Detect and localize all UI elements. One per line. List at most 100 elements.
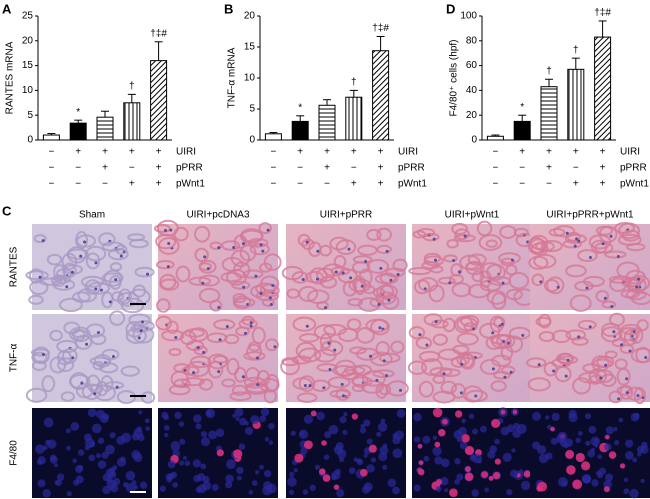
tubule [155, 233, 177, 250]
nucleus [370, 457, 377, 463]
tubule [467, 283, 491, 299]
nucleus [119, 254, 123, 258]
tubule [630, 291, 650, 306]
stain [604, 486, 610, 493]
bar [291, 120, 309, 141]
nucleus [644, 355, 648, 359]
tubule [245, 367, 260, 382]
condition-sign: + [378, 147, 384, 158]
nucleus [601, 242, 605, 246]
y-tick-label: 80 [466, 35, 478, 46]
nucleus [287, 477, 297, 487]
nucleus [323, 454, 330, 460]
nucleus [170, 441, 181, 452]
tubule [239, 244, 257, 262]
nucleus [595, 470, 602, 476]
condition-sign: − [270, 179, 276, 190]
tubule [443, 254, 458, 263]
nucleus [471, 489, 479, 497]
tubule [616, 261, 640, 280]
nucleus [454, 478, 461, 485]
tubule [243, 376, 266, 389]
tubule [467, 253, 487, 266]
nucleus [588, 425, 597, 434]
nucleus [218, 338, 222, 342]
nucleus [225, 481, 233, 489]
nucleus [440, 458, 450, 468]
tubule [297, 233, 311, 247]
stain [465, 466, 471, 472]
nucleus [226, 459, 236, 470]
nucleus [510, 258, 514, 262]
tubule [100, 375, 114, 392]
nucleus [545, 452, 553, 460]
tubule [616, 385, 632, 396]
nucleus [314, 464, 321, 470]
nucleus [616, 255, 620, 259]
nucleus [520, 480, 531, 491]
tubule [299, 333, 320, 343]
stain [494, 458, 501, 465]
nucleus [512, 429, 521, 439]
nucleus [625, 377, 629, 381]
nucleus [396, 409, 406, 418]
nucleus [366, 464, 375, 473]
tubule [206, 332, 228, 344]
nucleus [35, 444, 45, 454]
nucleus [300, 447, 308, 455]
tubule [298, 375, 316, 392]
nucleus [114, 278, 118, 282]
stain [333, 484, 340, 490]
tubule [451, 222, 468, 236]
y-axis-label: TNF-α mRNA [227, 47, 238, 108]
nucleus [382, 464, 388, 470]
tubule [51, 274, 67, 287]
tubule [319, 276, 338, 289]
nucleus [480, 425, 487, 433]
tubule [263, 253, 282, 271]
nucleus [172, 482, 179, 488]
tubule [554, 365, 572, 383]
stain [512, 409, 518, 415]
tubule [212, 355, 229, 364]
nucleus [202, 350, 206, 354]
tubule [311, 379, 331, 392]
nucleus [613, 426, 618, 432]
nucleus [200, 430, 208, 438]
nucleus [268, 296, 272, 300]
condition-sign: − [297, 179, 303, 190]
condition-sign: + [600, 179, 606, 190]
condition-label: pPRR [398, 163, 425, 174]
nucleus [349, 276, 353, 280]
nucleus [494, 438, 500, 445]
nucleus [217, 246, 221, 250]
condition-label: UIRI [176, 147, 196, 158]
nucleus [501, 281, 505, 285]
micrograph-bg [32, 224, 152, 310]
significance-label: * [520, 102, 524, 113]
nucleus [120, 456, 126, 463]
nucleus [389, 278, 393, 282]
condition-sign: + [351, 147, 357, 158]
tubule [526, 357, 547, 369]
nucleus [347, 247, 351, 251]
tubule [104, 381, 125, 390]
stain [605, 434, 610, 440]
nucleus [170, 471, 178, 479]
nucleus [536, 445, 547, 455]
nucleus [456, 473, 464, 481]
tubule [209, 241, 223, 250]
tubule [616, 367, 631, 386]
tubule [28, 294, 44, 305]
tubule [366, 228, 382, 241]
nucleus [202, 481, 212, 491]
condition-sign: + [297, 147, 303, 158]
nucleus [163, 424, 170, 431]
tubule [529, 238, 548, 254]
tubule [92, 360, 105, 371]
nucleus [87, 408, 97, 418]
tubule [99, 362, 119, 374]
nucleus [250, 415, 260, 425]
tubule [432, 333, 448, 346]
bar [42, 134, 60, 141]
